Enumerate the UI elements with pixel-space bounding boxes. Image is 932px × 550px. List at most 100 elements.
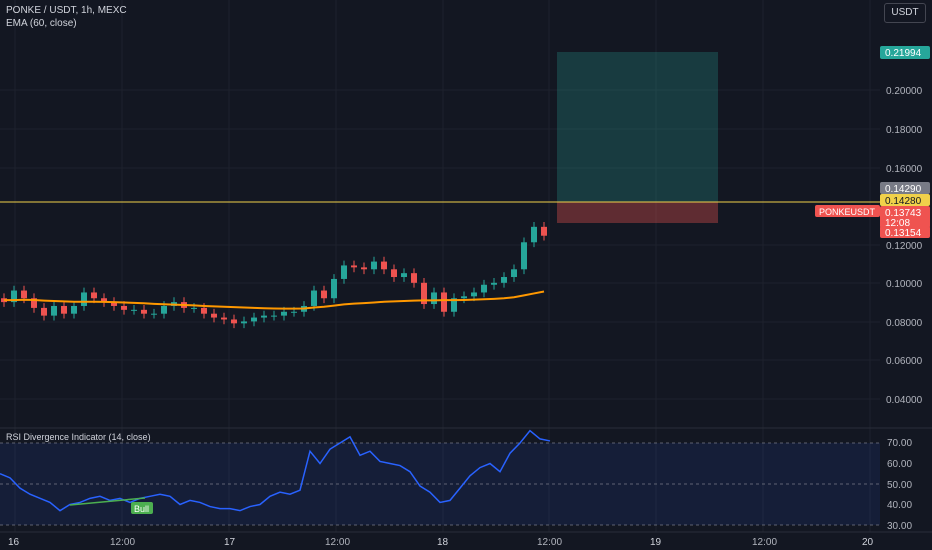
price-tick: 0.16000	[886, 164, 923, 175]
target-price-text: 0.21994	[885, 48, 922, 59]
candle-body	[151, 313, 157, 315]
candle-body	[431, 292, 437, 305]
candle-body	[91, 292, 97, 299]
symbol-tag-text: PONKEUSDT	[819, 207, 876, 217]
bull-divergence-line	[69, 497, 146, 506]
candle-body	[481, 284, 487, 293]
candle-body	[221, 317, 227, 320]
countdown-text: 12:08	[885, 218, 910, 229]
candle-body	[491, 282, 497, 285]
time-tick: 12:00	[537, 537, 562, 548]
time-axis: 16 12:00 17 12:00 18 12:00 19 12:00 20	[8, 537, 874, 548]
take-profit-zone[interactable]	[557, 52, 718, 202]
candle-body	[281, 311, 287, 316]
symbol-legend[interactable]: PONKE / USDT, 1h, MEXC	[6, 5, 127, 16]
candle-body	[321, 290, 327, 299]
candle-body	[51, 305, 57, 316]
stop-price-text: 0.13154	[885, 228, 922, 239]
candle-body	[71, 305, 77, 314]
candle-body	[31, 298, 37, 308]
candle-body	[61, 305, 67, 314]
stop-loss-zone[interactable]	[557, 202, 718, 223]
time-tick: 12:00	[752, 537, 777, 548]
candle-body	[381, 261, 387, 270]
rsi-axis: 70.00 60.00 50.00 40.00 30.00	[887, 438, 912, 532]
rsi-tick: 50.00	[887, 480, 912, 491]
candle-body	[341, 265, 347, 279]
price-tick: 0.20000	[886, 86, 923, 97]
candle-body	[211, 313, 217, 318]
candle-body	[331, 278, 337, 299]
candle-body	[351, 265, 357, 268]
candle-body	[141, 309, 147, 314]
candles-group	[1, 222, 547, 329]
candle-body	[451, 298, 457, 312]
candle-body	[361, 267, 367, 270]
candle-body	[231, 319, 237, 324]
candle-body	[251, 317, 257, 322]
ema-legend[interactable]: EMA (60, close)	[6, 18, 77, 29]
price-tick: 0.04000	[886, 395, 923, 406]
candle-body	[291, 311, 297, 313]
entry-price-tag	[880, 182, 930, 194]
candle-body	[261, 315, 267, 318]
candle-body	[41, 307, 47, 316]
candle-body	[521, 242, 527, 270]
candle-body	[11, 290, 17, 303]
candle-body	[131, 309, 137, 311]
rsi-line	[0, 429, 551, 512]
time-tick: 12:00	[325, 537, 350, 548]
time-tick: 17	[224, 537, 236, 548]
price-axis: 0.20000 0.18000 0.16000 0.12000 0.10000 …	[886, 86, 923, 406]
current-price-text: 0.13743	[885, 208, 922, 219]
rsi-tick: 60.00	[887, 459, 912, 470]
currency-button[interactable]: USDT	[884, 3, 926, 23]
target-price-tag	[880, 46, 930, 59]
time-tick: 12:00	[110, 537, 135, 548]
candle-body	[21, 290, 27, 299]
candle-body	[111, 302, 117, 306]
candle-body	[191, 307, 197, 309]
candle-body	[461, 296, 467, 299]
symbol-tag	[815, 205, 880, 217]
candle-body	[401, 273, 407, 278]
candle-body	[241, 321, 247, 324]
last-price-text: 0.14280	[885, 196, 922, 207]
time-tick: 16	[8, 537, 20, 548]
candle-body	[201, 307, 207, 314]
candle-body	[121, 305, 127, 310]
candle-body	[81, 292, 87, 306]
rsi-tick: 70.00	[887, 438, 912, 449]
candle-body	[411, 273, 417, 283]
time-tick: 20	[862, 537, 874, 548]
candle-body	[371, 261, 377, 270]
candle-body	[501, 277, 507, 283]
candle-body	[471, 292, 477, 297]
time-tick: 19	[650, 537, 662, 548]
rsi-tick: 30.00	[887, 521, 912, 532]
rsi-legend[interactable]: RSI Divergence Indicator (14, close)	[6, 432, 151, 442]
last-price-tag	[880, 194, 930, 206]
candle-body	[311, 290, 317, 306]
current-price-tag	[880, 206, 930, 228]
candle-body	[391, 269, 397, 278]
candle-body	[101, 298, 107, 303]
candle-body	[531, 226, 537, 243]
candle-body	[271, 315, 277, 317]
entry-price-text: 0.14290	[885, 184, 922, 195]
price-tick: 0.06000	[886, 356, 923, 367]
ema-line	[4, 290, 545, 310]
price-tick: 0.10000	[886, 279, 923, 290]
stop-price-tag	[880, 226, 930, 238]
candle-body	[441, 292, 447, 312]
bull-label-box	[131, 502, 153, 514]
price-tick: 0.12000	[886, 241, 923, 252]
candle-body	[421, 282, 427, 305]
rsi-tick: 40.00	[887, 500, 912, 511]
candle-body	[161, 305, 167, 314]
time-tick: 18	[437, 537, 449, 548]
candle-body	[511, 269, 517, 278]
bull-label: Bull	[134, 504, 149, 514]
candle-body	[541, 226, 547, 236]
